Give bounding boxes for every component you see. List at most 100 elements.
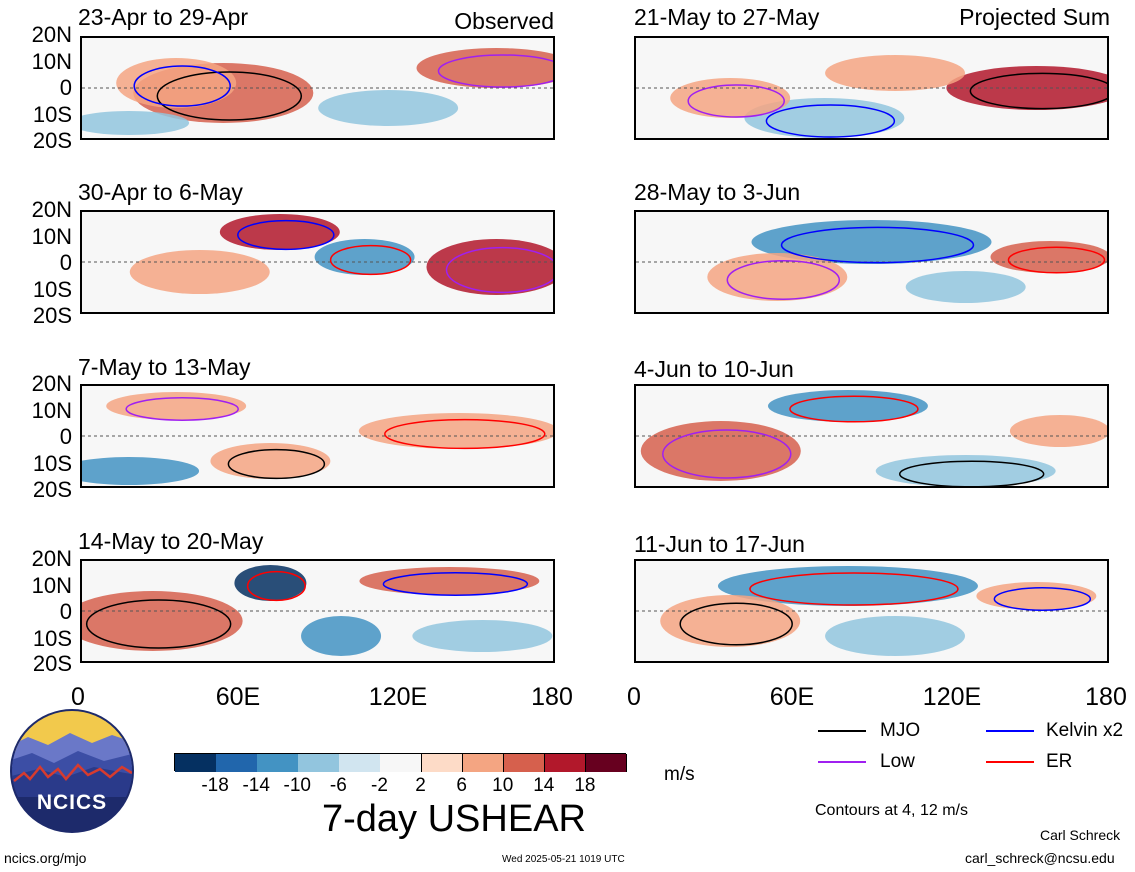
colorbar-cell xyxy=(544,754,587,772)
shading-blob xyxy=(825,616,966,656)
contour-line xyxy=(156,71,303,121)
colorbar-tick-label: 18 xyxy=(574,775,596,796)
contour-line xyxy=(382,572,529,596)
ytick-label: 0 xyxy=(59,75,72,100)
footer-link[interactable]: ncics.org/mjo xyxy=(4,850,87,866)
shading-blob xyxy=(234,565,307,601)
legend-line-er xyxy=(986,761,1034,763)
map-panel-left-0 xyxy=(80,36,555,140)
contour-line xyxy=(780,226,975,264)
panel-tag-observed: Observed xyxy=(454,8,554,34)
map-panel-right-0 xyxy=(634,36,1109,140)
map-panel-right-1 xyxy=(634,210,1109,314)
colorbar-cell xyxy=(216,754,258,772)
contour-line xyxy=(765,104,896,138)
colorbar-cell xyxy=(298,754,340,772)
legend-line-mjo xyxy=(818,730,866,732)
shading-blob xyxy=(416,48,553,88)
colorbar-tick-label: -2 xyxy=(371,775,388,796)
contour-line xyxy=(679,602,793,646)
contour-line xyxy=(969,72,1107,110)
shading-blob xyxy=(129,250,270,294)
shading-blob xyxy=(825,55,966,91)
colorbar-cell xyxy=(257,754,299,772)
contour-line xyxy=(246,570,306,602)
ytick-label: 10N xyxy=(31,398,72,423)
panel-title-right-3: 11-Jun to 17-Jun xyxy=(634,531,805,557)
panel-title-right-2: 4-Jun to 10-Jun xyxy=(634,356,794,382)
ytick-label: 0 xyxy=(59,250,72,275)
shading-blob xyxy=(990,241,1107,273)
panel-tag-projected: Projected Sum xyxy=(959,4,1110,30)
colorbar-cell xyxy=(175,754,217,772)
colorbar-cell xyxy=(339,754,381,772)
map-panel-right-3 xyxy=(634,559,1109,663)
shading-blob xyxy=(412,620,553,652)
xtick-label: 0 xyxy=(71,683,85,711)
ytick-label: 20N xyxy=(31,371,72,396)
map-panel-left-3 xyxy=(80,559,555,663)
colorbar-tick-label: -10 xyxy=(283,775,311,796)
footer-author: Carl Schreck xyxy=(1040,827,1121,843)
legend-label-mjo: MJO xyxy=(880,720,921,741)
ytick-label: 10N xyxy=(31,224,72,249)
ytick-label: 20N xyxy=(31,197,72,222)
xtick-label: 60E xyxy=(769,683,815,711)
colorbar-cell xyxy=(421,754,464,772)
panel-title-left-3: 14-May to 20-May xyxy=(78,528,264,554)
contour-line xyxy=(662,429,792,479)
xtick-label: 120E xyxy=(368,683,428,711)
map-panel-right-2 xyxy=(634,384,1109,488)
colorbar-tick-label: 2 xyxy=(415,775,426,796)
ytick-label: 10N xyxy=(31,573,72,598)
ytick-label: 10S xyxy=(32,626,72,651)
footer-email[interactable]: carl_schreck@ncsu.edu xyxy=(965,850,1115,866)
shading-blob xyxy=(318,90,459,126)
ytick-label: 0 xyxy=(59,599,72,624)
contour-line xyxy=(329,244,412,276)
shading-blob xyxy=(707,253,848,301)
ytick-label: 20S xyxy=(32,477,72,502)
contour-line xyxy=(437,54,553,88)
colorbar-cell xyxy=(380,754,423,772)
shading-blob xyxy=(301,616,382,656)
shading-blob xyxy=(905,271,1026,303)
panel-title-right-1: 28-May to 3-Jun xyxy=(634,179,801,205)
map-field xyxy=(82,392,553,485)
map-panel-left-1 xyxy=(80,210,555,314)
shading-blob xyxy=(116,58,237,108)
contour-line xyxy=(237,219,335,251)
ytick-label: 20S xyxy=(32,651,72,676)
map-field xyxy=(636,220,1107,303)
colorbar xyxy=(174,753,628,772)
chart-title: 7-day USHEAR xyxy=(322,798,586,840)
map-field xyxy=(82,565,553,656)
xtick-label: 60E xyxy=(215,683,261,711)
shading-blob xyxy=(670,78,791,118)
shading-blob xyxy=(82,591,243,651)
ytick-label: 0 xyxy=(59,424,72,449)
colorbar-cell xyxy=(462,754,505,772)
xtick-label: 120E xyxy=(922,683,982,711)
contour-line xyxy=(1007,246,1106,274)
contour-line xyxy=(789,395,919,423)
colorbar-tick-label: -6 xyxy=(329,775,347,796)
contour-line xyxy=(125,397,239,421)
contour-note: Contours at 4, 12 m/s xyxy=(815,802,968,819)
contour-line xyxy=(227,448,326,480)
shading-blob xyxy=(426,239,553,295)
shading-blob xyxy=(660,595,801,647)
footer-timestamp: Wed 2025-05-21 1019 UTC xyxy=(502,854,625,865)
ncics-logo: NCICS xyxy=(8,707,136,835)
contour-line xyxy=(726,260,841,300)
contour-line xyxy=(445,246,553,294)
ytick-label: 10S xyxy=(32,451,72,476)
ytick-label: 10N xyxy=(31,49,72,74)
xtick-label: 180 xyxy=(531,683,573,711)
contour-line xyxy=(133,65,231,107)
ytick-label: 20S xyxy=(32,303,72,328)
shading-blob xyxy=(1009,415,1107,447)
shading-blob xyxy=(82,457,200,485)
panel-title-right-0: 21-May to 27-May xyxy=(634,4,820,30)
colorbar-tick-label: -14 xyxy=(242,775,270,796)
